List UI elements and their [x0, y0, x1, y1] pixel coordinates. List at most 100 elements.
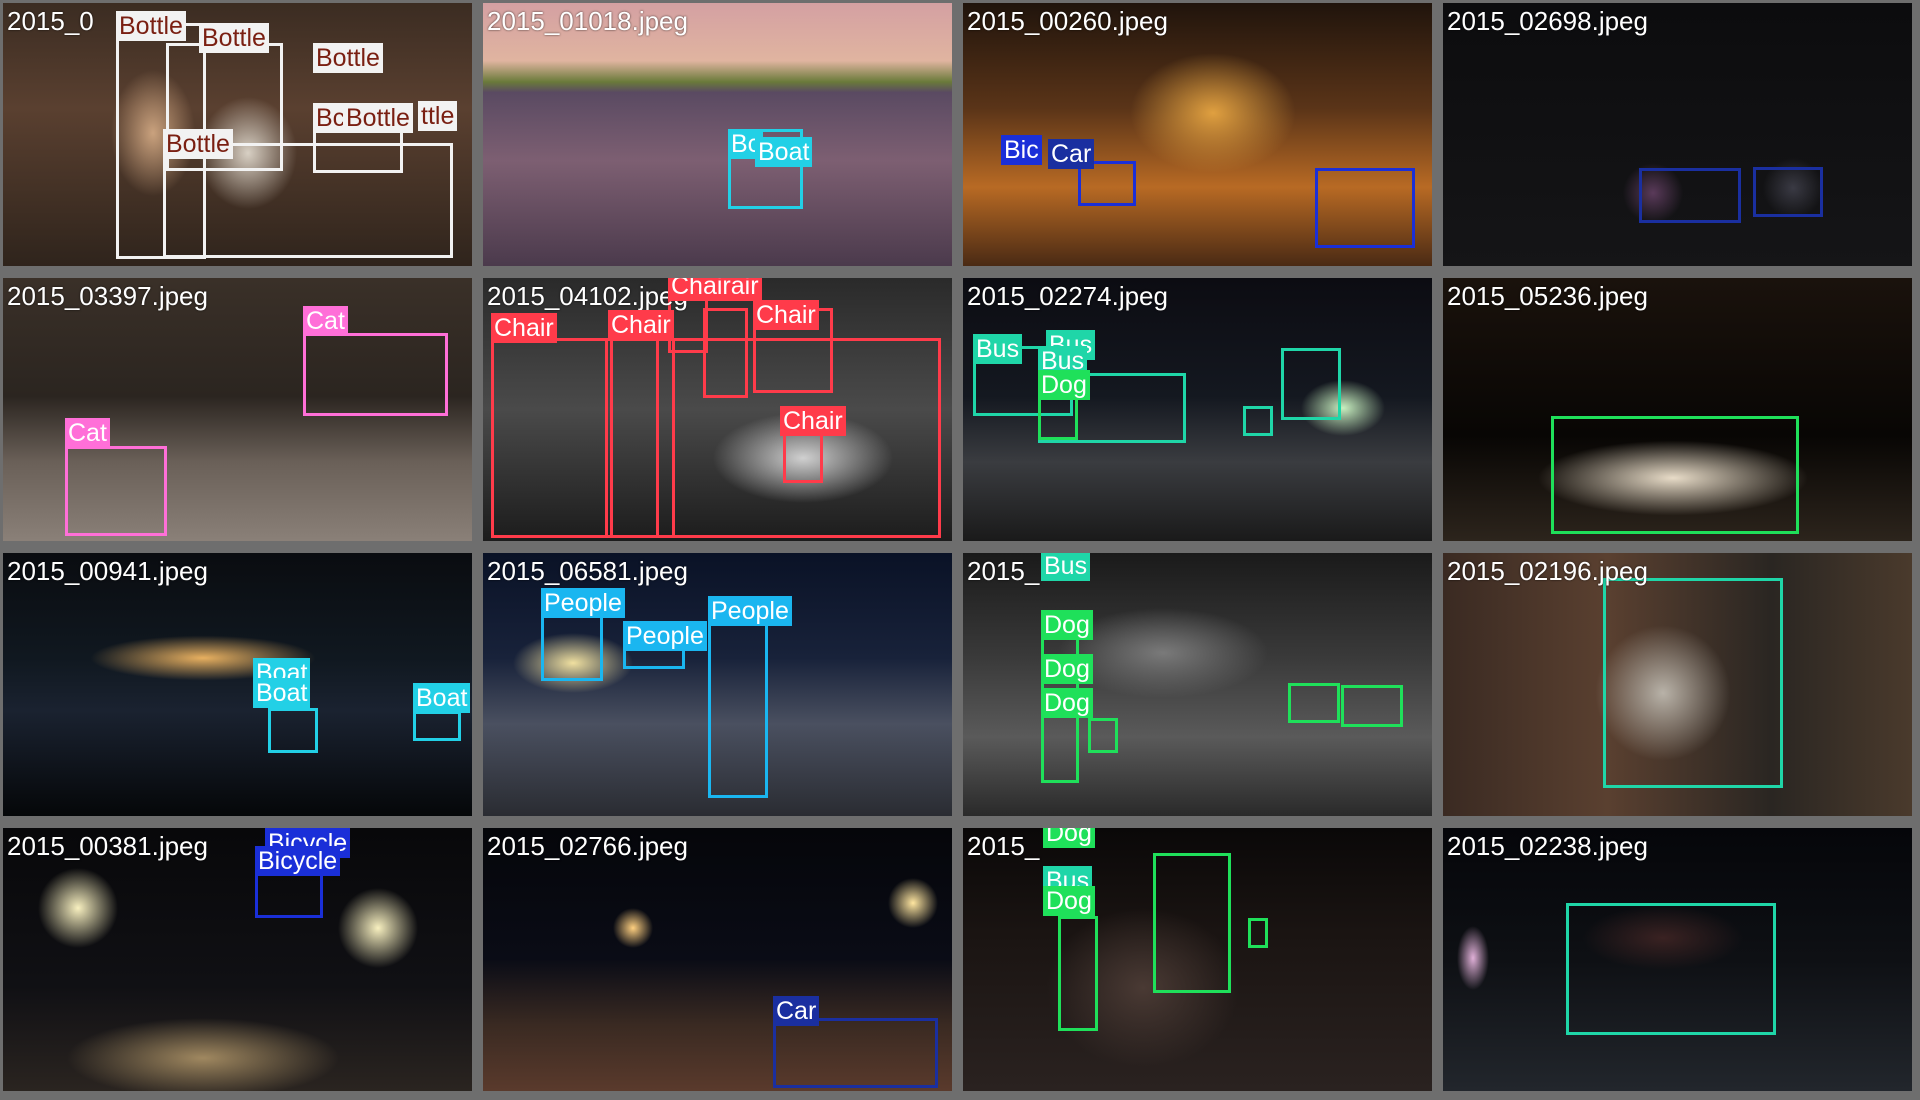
- bbox-cat: [65, 446, 167, 536]
- file-name: 2015_02698.jpeg: [1447, 6, 1648, 36]
- bbox-bicycle: [1315, 168, 1415, 248]
- image-tile[interactable]: 2015_06581.jpeg People People People: [483, 553, 952, 816]
- bbox-car: [1639, 168, 1741, 223]
- bbox-dog: [1153, 853, 1231, 993]
- image-tile[interactable]: 2015_ Bus Dog Dog Dog: [963, 553, 1432, 816]
- bbox-car: [773, 1018, 938, 1088]
- scene-image: [483, 3, 952, 266]
- detection-label: Boat: [413, 683, 471, 713]
- detection-label: People: [541, 588, 625, 618]
- file-name: 2015_02238.jpeg: [1447, 831, 1648, 861]
- bbox-bicycle: [1078, 161, 1136, 206]
- image-tile[interactable]: 2015_02698.jpeg: [1443, 3, 1912, 266]
- bbox-boat: [268, 708, 318, 753]
- scene-image: [3, 553, 472, 816]
- scene-image: [483, 828, 952, 1091]
- detection-label: Chair: [780, 406, 846, 436]
- detection-label: Dog: [1043, 828, 1095, 848]
- detection-label: Dog: [1041, 654, 1093, 684]
- detection-label: Bc: [313, 103, 349, 133]
- image-tile[interactable]: 2015_01018.jpeg Bc Boat: [483, 3, 952, 266]
- image-tile[interactable]: 2015_02274.jpeg Bus Bus Bus Dog: [963, 278, 1432, 541]
- file-name: 2015_05236.jpeg: [1447, 281, 1648, 311]
- bbox-bus: [1603, 578, 1783, 788]
- detection-label: Bus: [1041, 553, 1091, 581]
- detection-label: Cat: [303, 306, 348, 336]
- scene-image: [3, 828, 472, 1091]
- file-name: 2015_01018.jpeg: [487, 6, 688, 36]
- file-name: 2015_00260.jpeg: [967, 6, 1168, 36]
- image-tile[interactable]: 2015_00260.jpeg Bic Car: [963, 3, 1432, 266]
- bbox-dog: [1058, 916, 1098, 1031]
- bbox-cat: [303, 333, 448, 416]
- image-tile[interactable]: 2015_05236.jpeg: [1443, 278, 1912, 541]
- scene-image: [1443, 828, 1912, 1091]
- scene-image: [3, 278, 472, 541]
- detection-label: Car: [1048, 139, 1095, 169]
- bbox-dog: [1248, 918, 1268, 948]
- image-tile[interactable]: 2015_00381.jpeg Bicycle Bicycle: [3, 828, 472, 1091]
- file-name: 2015_04102.jpeg: [487, 281, 688, 311]
- file-name: 2015_02274.jpeg: [967, 281, 1168, 311]
- image-tile[interactable]: 2015_ Dog Bus Dog: [963, 828, 1432, 1091]
- bbox-chair: [656, 338, 941, 538]
- bbox-chair: [783, 428, 823, 483]
- detection-label: Dog: [1043, 886, 1095, 916]
- detection-label: Boat: [755, 137, 813, 167]
- detection-label: ttle: [418, 101, 458, 131]
- file-name: 2015_00381.jpeg: [7, 831, 208, 861]
- bbox-boat: [413, 711, 461, 741]
- detection-label: Chair: [753, 300, 819, 330]
- detection-label: Dog: [1041, 688, 1093, 718]
- detection-label: Chair: [491, 313, 557, 343]
- bbox-dog: [1088, 718, 1118, 753]
- bbox-bottle: [163, 143, 453, 258]
- detection-label: Bus: [973, 334, 1023, 364]
- scene-image: [1443, 553, 1912, 816]
- image-tile[interactable]: 2015_0 Bottle Bottle Bottle Bottle Bc Bo…: [3, 3, 472, 266]
- bbox-bus: [1243, 406, 1273, 436]
- file-name: 2015_00941.jpeg: [7, 556, 208, 586]
- detection-label: Bicycle: [255, 846, 341, 876]
- bbox-people: [708, 618, 768, 798]
- file-name: 2015_0: [7, 6, 94, 36]
- scene-image: [963, 278, 1432, 541]
- bbox-dog: [1341, 685, 1403, 727]
- detection-label: Boat: [253, 678, 311, 708]
- detection-label: Chair: [608, 310, 674, 340]
- file-name: 2015_03397.jpeg: [7, 281, 208, 311]
- image-tile[interactable]: 2015_00941.jpeg Boat Boat Boat: [3, 553, 472, 816]
- detection-label: Bottle: [343, 103, 413, 133]
- image-tile[interactable]: 2015_02238.jpeg: [1443, 828, 1912, 1091]
- detection-label: Cat: [65, 418, 110, 448]
- scene-image: [963, 3, 1432, 266]
- scene-image: [963, 828, 1432, 1091]
- detection-label: Car: [773, 996, 820, 1026]
- bbox-chair: [491, 338, 613, 538]
- file-name: 2015_02766.jpeg: [487, 831, 688, 861]
- scene-image: [1443, 3, 1912, 266]
- image-tile[interactable]: 2015_02196.jpeg: [1443, 553, 1912, 816]
- image-tile[interactable]: 2015_02766.jpeg Car: [483, 828, 952, 1091]
- detection-label: Bottle: [116, 11, 186, 41]
- bbox-car: [1753, 167, 1823, 217]
- bbox-bus: [1281, 348, 1341, 420]
- bbox-boat: [728, 129, 803, 209]
- image-tile[interactable]: 2015_03397.jpeg Cat Cat: [3, 278, 472, 541]
- detection-label: Bottle: [163, 129, 233, 159]
- detection-label: People: [623, 621, 707, 651]
- bbox-dog: [1551, 416, 1799, 534]
- detection-label: People: [708, 596, 792, 626]
- scene-image: [1443, 278, 1912, 541]
- detection-label: Dog: [1041, 610, 1093, 640]
- file-name: 2015_: [967, 831, 1040, 861]
- detection-label: Bottle: [313, 43, 383, 73]
- detection-label: Chairair: [668, 278, 762, 301]
- image-tile[interactable]: 2015_04102.jpeg Chairair Chair Chair Cha…: [483, 278, 952, 541]
- bbox-people: [541, 613, 603, 681]
- bbox-dog: [1288, 683, 1340, 723]
- bbox-chair: [703, 308, 748, 398]
- file-name: 2015_06581.jpeg: [487, 556, 688, 586]
- file-name: 2015_02196.jpeg: [1447, 556, 1648, 586]
